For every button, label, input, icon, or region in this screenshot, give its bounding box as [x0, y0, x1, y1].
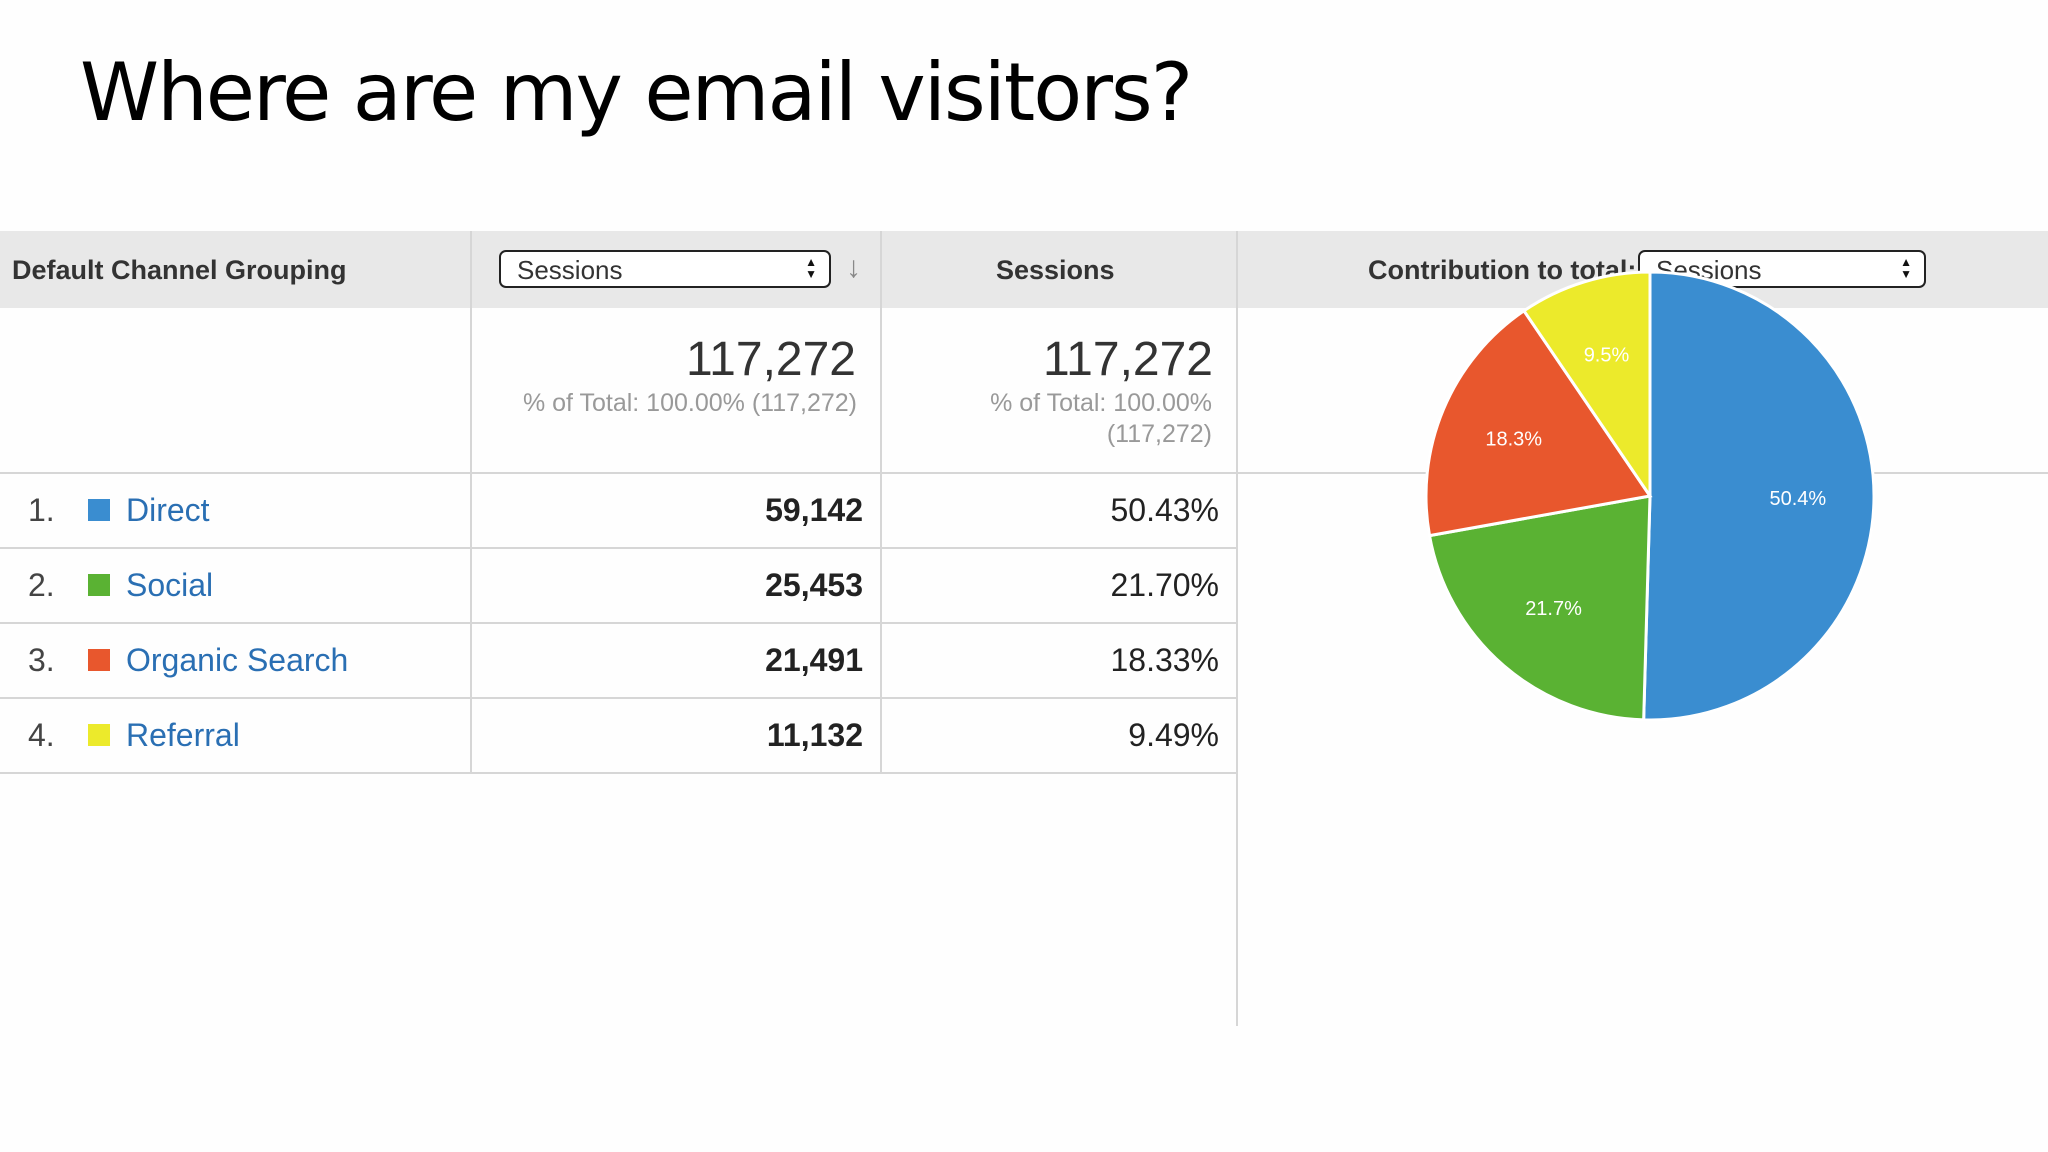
- column-divider: [880, 231, 882, 774]
- metric-select-value: Sessions: [517, 255, 623, 285]
- contribution-select[interactable]: Sessions ▲ ▼: [1638, 250, 1926, 288]
- row-sessions-percent: 9.49%: [1128, 717, 1219, 753]
- row-label-link[interactable]: Direct: [126, 492, 210, 528]
- slide-title: Where are my email visitors?: [80, 46, 1193, 139]
- sessions-column-header[interactable]: Sessions: [996, 255, 1115, 285]
- sessions-total-sub-pct: % of Total: 100.00%: [990, 389, 1212, 417]
- column-divider: [470, 231, 472, 774]
- metric-total: 117,272: [686, 333, 856, 386]
- sessions-total-sub: % of Total: 100.00% (117,272): [990, 388, 1212, 450]
- row-number: 1.: [28, 492, 55, 528]
- row-divider: [0, 472, 2048, 474]
- pie-chart-svg: 50.4% 21.7% 18.3% 9.5%: [1424, 270, 1876, 722]
- row-sessions-value: 11,132: [766, 717, 863, 753]
- row-sessions-value: 59,142: [765, 492, 863, 528]
- row-sessions-percent: 50.43%: [1110, 492, 1219, 528]
- pie-slice-label: 21.7%: [1525, 598, 1582, 620]
- metric-total-sub: % of Total: 100.00% (117,272): [522, 389, 857, 417]
- legend-swatch: [88, 499, 110, 521]
- sessions-total-sub-count: (117,272): [1106, 420, 1212, 448]
- pie-slice-social[interactable]: [1427, 494, 1652, 722]
- select-arrows-icon: ▲ ▼: [1900, 255, 1912, 281]
- row-number: 3.: [28, 642, 55, 678]
- sessions-total: 117,272: [1043, 333, 1213, 386]
- pie-slice-label: 9.5%: [1584, 345, 1630, 367]
- row-divider: [0, 772, 1237, 774]
- legend-swatch: [88, 649, 110, 671]
- row-sessions-value: 25,453: [765, 567, 863, 603]
- pie-slice-label: 50.4%: [1769, 488, 1826, 510]
- row-sessions-percent: 21.70%: [1110, 567, 1219, 603]
- legend-swatch: [88, 724, 110, 746]
- row-label-link[interactable]: Social: [126, 567, 214, 603]
- row-label-link[interactable]: Referral: [126, 717, 240, 753]
- row-sessions-percent: 18.33%: [1110, 642, 1219, 678]
- column-divider: [1236, 231, 1238, 1026]
- select-arrows-icon: ▲ ▼: [805, 255, 817, 281]
- pie-slice-referral[interactable]: [1521, 270, 1652, 501]
- row-number: 4.: [28, 717, 55, 753]
- dimension-column-header[interactable]: Default Channel Grouping: [12, 255, 347, 285]
- sort-arrow-icon[interactable]: ↓: [846, 251, 861, 284]
- pie-slice-label: 18.3%: [1485, 429, 1542, 451]
- report-table: Default Channel Grouping Sessions ▲ ▼ ↓ S…: [0, 231, 2048, 1026]
- row-divider: [0, 547, 1237, 549]
- pie-slice-direct[interactable]: [1642, 270, 1876, 722]
- row-number: 2.: [28, 567, 55, 603]
- metric-select[interactable]: Sessions ▲ ▼: [499, 250, 831, 288]
- pie-slice-organic-search[interactable]: [1424, 308, 1653, 538]
- row-label-link[interactable]: Organic Search: [126, 642, 349, 678]
- contribution-pie-chart: 50.4% 21.7% 18.3% 9.5%: [1420, 270, 1880, 730]
- legend-swatch: [88, 574, 110, 596]
- row-sessions-value: 21,491: [765, 642, 863, 678]
- row-divider: [0, 697, 1237, 699]
- row-divider: [0, 622, 1237, 624]
